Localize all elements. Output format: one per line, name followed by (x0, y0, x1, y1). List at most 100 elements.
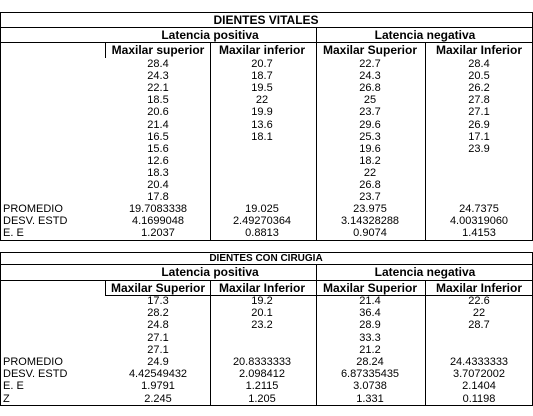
rule (425, 42, 426, 240)
cell: 18.7 (251, 70, 273, 83)
column-header: Maxilar Inferior (435, 43, 523, 57)
column-header: Maxilar inferior (218, 43, 306, 57)
rule (0, 252, 533, 253)
cell: 19.7083338 (128, 203, 188, 216)
cell: 23.7 (359, 106, 381, 119)
row-label: E. E (3, 227, 24, 240)
row-label: E. E (3, 380, 24, 393)
rule (316, 27, 317, 240)
rule (0, 280, 533, 281)
cell: 1.2115 (245, 380, 279, 393)
cell: 6.87335435 (340, 368, 400, 381)
cell: 28.2 (147, 307, 169, 320)
column-header: Maxilar Superior (322, 281, 418, 295)
cell: 27.1 (147, 331, 169, 344)
rule (105, 42, 106, 58)
rule (0, 264, 533, 265)
cell: 27.1 (147, 343, 169, 356)
cell: 27.8 (468, 94, 490, 107)
cell: 24.8 (147, 319, 169, 332)
cell: 4.1699048 (132, 215, 184, 228)
column-header: Maxilar Inferior (435, 281, 523, 295)
group-header: Latencia negativa (374, 28, 476, 42)
cell: 21.4 (147, 118, 169, 131)
cell: 22 (255, 94, 269, 107)
cell: 12.6 (147, 154, 169, 167)
row-label: PROMEDIO (3, 203, 63, 216)
row-label: PROMEDIO (3, 356, 63, 368)
cell: 22.7 (359, 58, 381, 70)
cell: 2.1404 (462, 380, 496, 393)
cell: 16.5 (147, 130, 169, 143)
rule (105, 295, 533, 296)
cell: 25 (363, 94, 377, 107)
table-title: DIENTES VITALES (213, 13, 319, 27)
cell: 2.098412 (239, 368, 285, 381)
cell: 0.1198 (462, 392, 496, 405)
cell: 19.6 (359, 142, 381, 155)
cell: 22 (363, 166, 377, 179)
cell: 18.5 (147, 94, 169, 107)
cell: 20.4 (147, 179, 169, 191)
cell: 20.6 (147, 106, 169, 119)
cell: 28.4 (468, 58, 490, 70)
cell: 24.9 (147, 356, 169, 368)
rule (210, 42, 211, 240)
cell: 28.9 (359, 319, 381, 332)
rule (0, 405, 533, 406)
cell: 19.5 (251, 82, 273, 95)
cell: 0.9074 (353, 227, 387, 240)
cell: 19.2 (251, 295, 273, 307)
rule (316, 264, 317, 405)
cell: 2.49270364 (232, 215, 292, 228)
cell: 2.245 (144, 392, 172, 405)
cell: 19.025 (245, 203, 279, 216)
cell: 17.8 (147, 191, 169, 204)
column-header: Maxilar Superior (322, 43, 418, 57)
cell: 0.8813 (245, 227, 279, 240)
cell: 28.24 (356, 356, 384, 368)
cell: 20.5 (468, 70, 490, 83)
group-header: Latencia positiva (161, 265, 259, 279)
rule (0, 42, 533, 43)
cell: 17.1 (468, 130, 490, 143)
row-label: DESV. ESTD (3, 215, 68, 228)
cell: 19.9 (251, 106, 273, 119)
cell: 13.6 (251, 118, 273, 131)
row-label: Z (3, 392, 10, 405)
cell: 26.2 (468, 82, 490, 95)
cell: 24.7375 (459, 203, 499, 216)
rule (0, 252, 1, 405)
cell: 24.4333333 (449, 356, 509, 368)
table-title: DIENTES CON CIRUGIA (209, 253, 323, 264)
cell: 36.4 (359, 307, 381, 320)
cell: 26.9 (468, 118, 490, 131)
cell: 4.42549432 (128, 368, 188, 381)
cell: 24.3 (147, 70, 169, 83)
row-label: DESV. ESTD (3, 368, 68, 381)
cell: 1.205 (248, 392, 276, 405)
rule (0, 27, 533, 28)
cell: 3.0738 (353, 380, 387, 393)
cell: 17.3 (147, 295, 169, 307)
cell: 1.331 (356, 392, 384, 405)
group-header: Latencia negativa (374, 265, 476, 279)
cell: 4.00319060 (449, 215, 509, 228)
cell: 20.8333333 (232, 356, 292, 368)
cell: 20.1 (251, 307, 273, 320)
rule (0, 240, 533, 241)
cell: 18.3 (147, 166, 169, 179)
cell: 21.4 (359, 295, 381, 307)
cell: 20.7 (251, 58, 273, 70)
cell: 18.1 (251, 130, 273, 143)
cell: 1.2037 (141, 227, 175, 240)
rule (210, 280, 211, 405)
column-header: Maxilar Inferior (218, 281, 306, 295)
cell: 29.6 (359, 118, 381, 131)
cell: 28.7 (468, 319, 490, 332)
rule (425, 280, 426, 405)
cell: 24.3 (359, 70, 381, 83)
column-header: Maxilar Superior (110, 281, 206, 295)
cell: 22.6 (468, 295, 490, 307)
